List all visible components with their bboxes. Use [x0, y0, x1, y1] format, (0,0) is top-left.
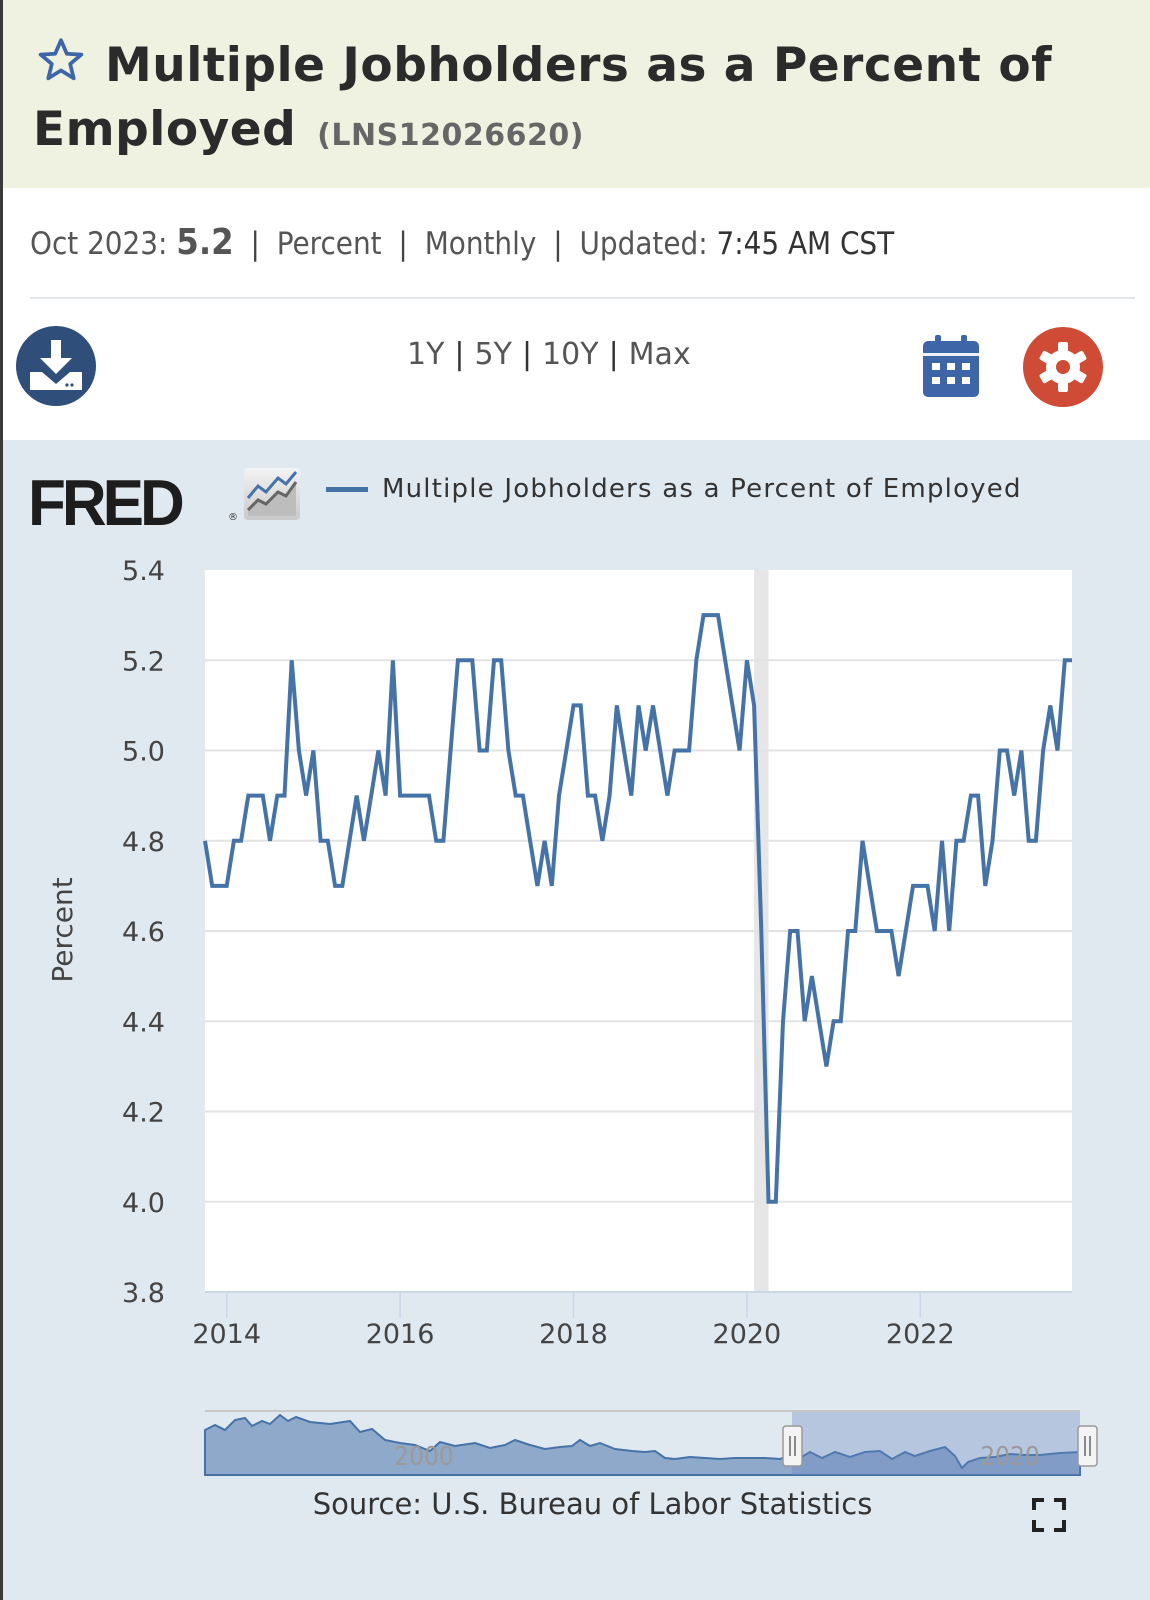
header: Multiple Jobholders as a Percent of Empl… [3, 0, 1150, 188]
page-title: Multiple Jobholders as a Percent of Empl… [33, 34, 1133, 168]
range-5y[interactable]: 5Y [474, 337, 512, 372]
separator: | [454, 337, 465, 372]
fred-chart-icon [244, 468, 300, 520]
range-selector: 1Y | 5Y | 10Y | Max [407, 337, 691, 372]
units: Percent [276, 226, 382, 262]
updated-time: 7:45 AM CST [716, 226, 895, 262]
date-label: Oct 2023: [30, 226, 168, 262]
download-icon [30, 340, 82, 390]
separator: | [608, 337, 619, 372]
toolbar: 1Y | 5Y | 10Y | Max [3, 300, 1150, 440]
legend-label: Multiple Jobholders as a Percent of Empl… [382, 474, 1022, 504]
updated-label: Updated: [579, 226, 708, 262]
range-max[interactable]: Max [628, 337, 691, 372]
fullscreen-icon[interactable] [1032, 1498, 1066, 1532]
gear-icon [1039, 342, 1087, 392]
title-text: Multiple Jobholders as a Percent of Empl… [33, 38, 1053, 157]
series-meta: Oct 2023: 5.2 | Percent | Monthly | Upda… [30, 222, 894, 263]
separator: | [521, 337, 533, 372]
download-button[interactable] [16, 326, 96, 406]
separator: | [553, 226, 563, 262]
latest-value: 5.2 [176, 222, 234, 263]
settings-button[interactable] [1023, 327, 1103, 407]
separator: | [398, 226, 408, 262]
fred-logo: FRED [28, 467, 185, 540]
source-label: Source: U.S. Bureau of Labor Statistics [312, 1487, 873, 1521]
registered-mark: ® [228, 512, 238, 523]
calendar-button[interactable] [921, 333, 981, 399]
series-id: (LNS12026620) [317, 118, 584, 153]
star-outline-icon[interactable] [33, 35, 89, 85]
range-1y[interactable]: 1Y [407, 337, 445, 372]
separator: | [250, 226, 260, 262]
divider [30, 297, 1135, 299]
range-10y[interactable]: 10Y [542, 337, 599, 372]
calendar-icon [923, 335, 979, 397]
legend-swatch [326, 487, 368, 492]
frequency: Monthly [424, 226, 537, 262]
chart-area [3, 440, 1150, 1600]
